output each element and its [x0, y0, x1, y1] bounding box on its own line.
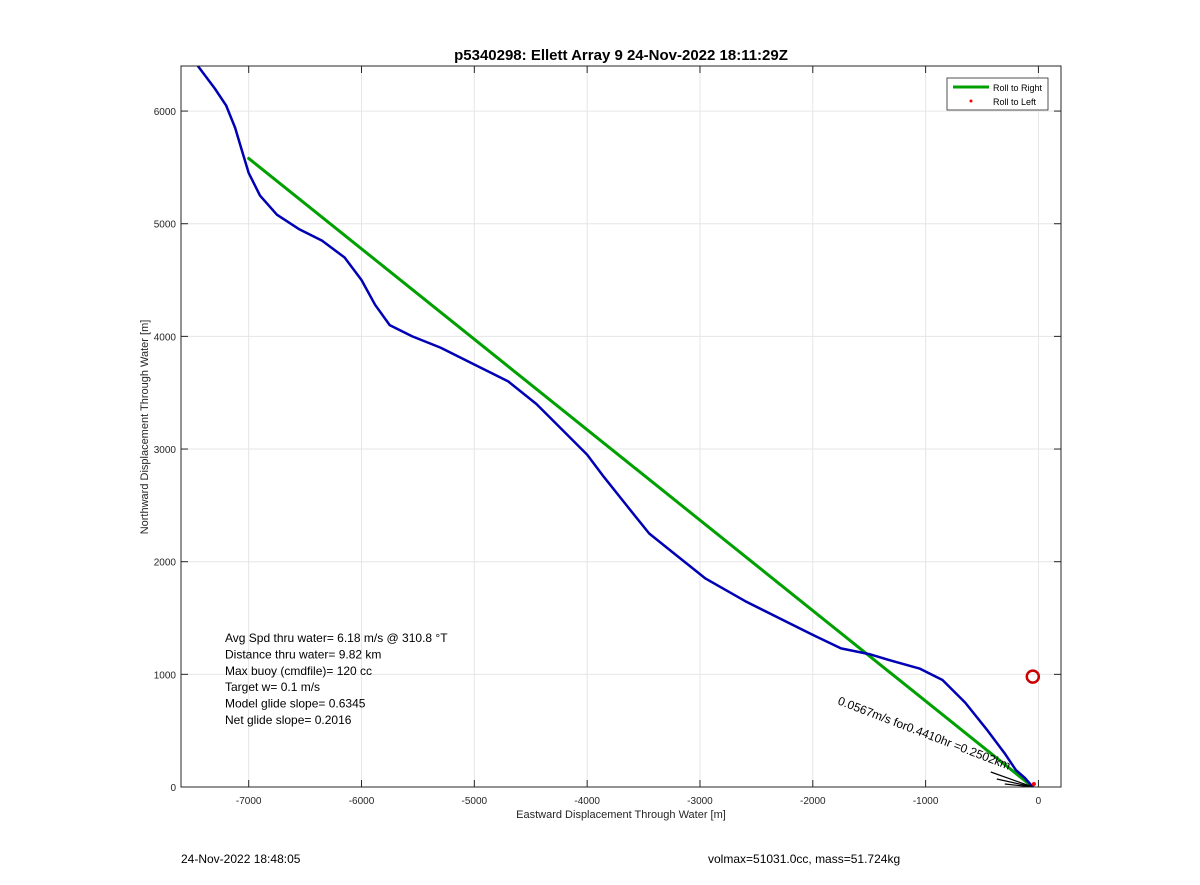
end-vector	[996, 778, 1033, 787]
annotation-line: Distance thru water= 9.82 km	[225, 647, 381, 661]
x-tick-label: -7000	[236, 796, 262, 807]
legend-label-roll-left: Roll to Left	[993, 97, 1037, 107]
annotation-line: Max buoy (cmdfile)= 120 cc	[225, 664, 372, 678]
x-tick-label: -5000	[462, 796, 488, 807]
target-circle-marker	[1025, 669, 1041, 684]
annotation-line: Model glide slope= 0.6345	[225, 697, 366, 711]
legend-marker-roll-left	[969, 99, 973, 103]
annotation-line: Target w= 0.1 m/s	[225, 680, 320, 694]
y-tick-label: 4000	[154, 332, 177, 343]
footer-timestamp: 24-Nov-2022 18:48:05	[181, 852, 301, 866]
series-glider-track	[196, 66, 1035, 787]
annotation-line: Avg Spd thru water= 6.18 m/s @ 310.8 °T	[225, 631, 448, 645]
y-axis-label: Northward Displacement Through Water [m]	[139, 320, 151, 535]
chart-title: p5340298: Ellett Array 9 24-Nov-2022 18:…	[454, 47, 788, 64]
y-tick-label: 3000	[154, 445, 177, 456]
annotation-line: Net glide slope= 0.2016	[225, 713, 352, 727]
x-tick-label: -2000	[800, 796, 826, 807]
x-tick-label: 0	[1036, 796, 1042, 807]
y-tick-label: 6000	[154, 107, 177, 118]
glide-stats-annotation: Avg Spd thru water= 6.18 m/s @ 310.8 °T D…	[225, 631, 448, 727]
y-tick-label: 5000	[154, 220, 177, 231]
y-tick-label: 0	[170, 783, 176, 794]
plot-axes-box	[180, 65, 1062, 788]
x-axis-label: Eastward Displacement Through Water [m]	[516, 809, 726, 821]
legend-box	[946, 77, 1049, 111]
plot-series-group	[196, 66, 1041, 787]
series-roll-right	[247, 156, 1035, 787]
drift-annotation: 0.0567m/s for0.4410hr =0.2502km	[836, 694, 1013, 773]
grid-lines	[181, 66, 1061, 788]
end-vector	[990, 771, 1033, 787]
x-tick-label: -6000	[349, 796, 375, 807]
legend-label-roll-right: Roll to Right	[993, 83, 1043, 93]
footer-mass-info: volmax=51031.0cc, mass=51.724kg	[708, 852, 901, 866]
x-tick-label: -1000	[913, 796, 939, 807]
roll-left-marker	[1031, 782, 1036, 786]
x-tick-label: -3000	[687, 796, 713, 807]
plot-data	[196, 66, 1041, 787]
y-tick-label: 1000	[154, 670, 177, 681]
y-tick-label: 2000	[154, 558, 177, 569]
legend: Roll to Right Roll to Left	[946, 77, 1049, 111]
x-tick-label: -4000	[574, 796, 600, 807]
axis-ticks: -7000 -6000 -5000 -4000 -3000 -2000 -1000 0 0 100…	[154, 66, 1061, 807]
